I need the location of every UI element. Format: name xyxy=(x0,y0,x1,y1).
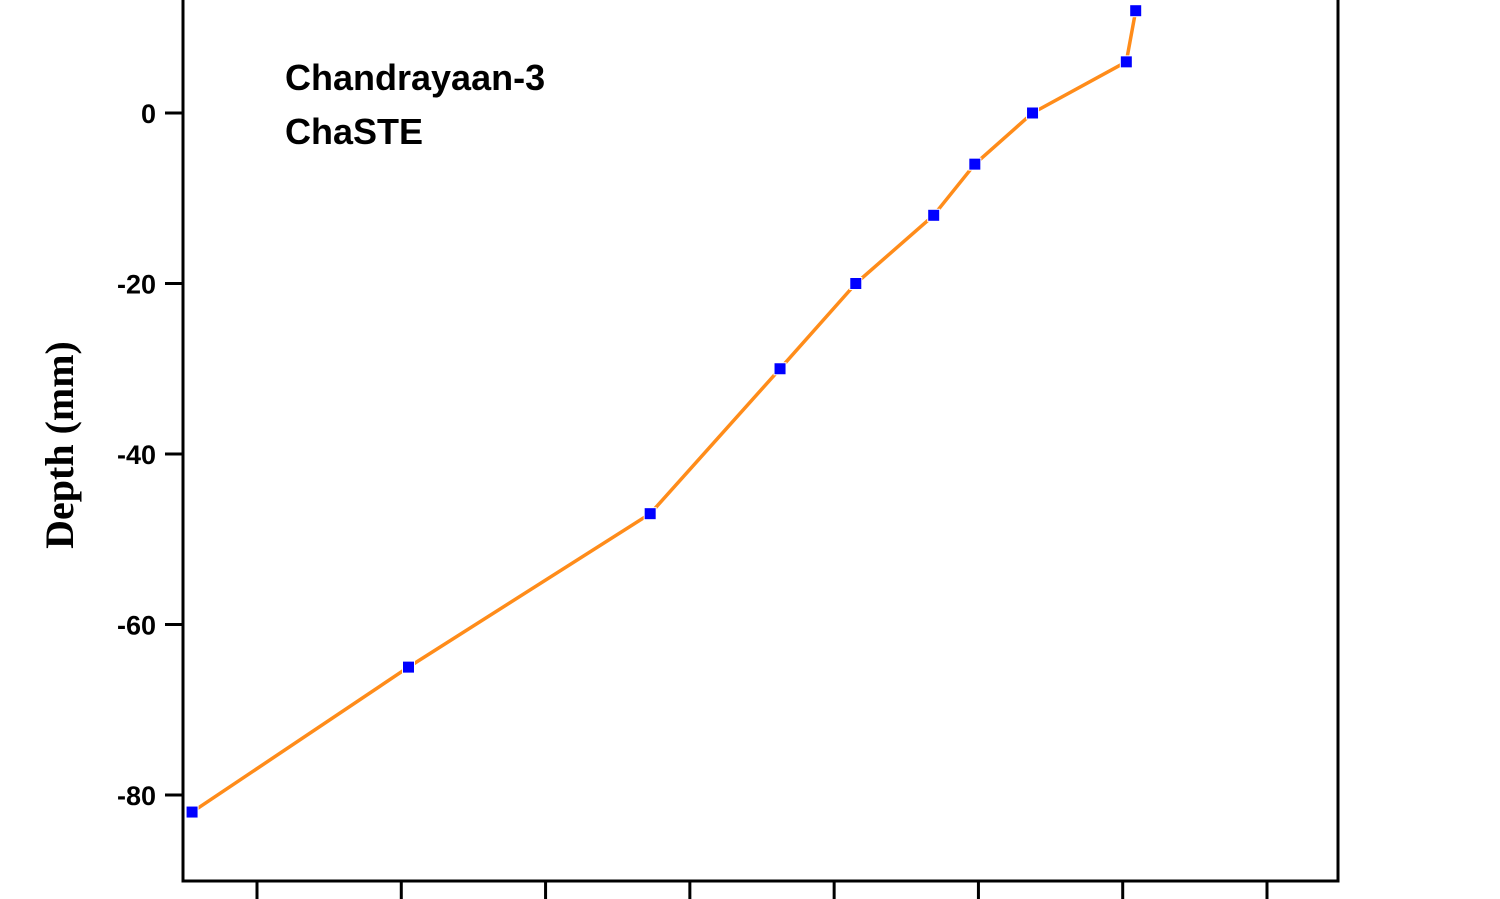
series-line-group xyxy=(191,10,1138,814)
data-point-marker xyxy=(1129,4,1143,18)
data-point-marker xyxy=(927,208,941,222)
y-axis-ticks: 0 -20 -40 -60 -80 xyxy=(117,99,183,811)
y-tick-label: -40 xyxy=(117,440,156,470)
data-point-marker xyxy=(643,507,657,521)
data-point-marker xyxy=(402,660,415,674)
x-axis-ticks xyxy=(255,881,1269,899)
annotation-instrument: ChaSTE xyxy=(285,111,423,152)
y-tick-label: 0 xyxy=(141,99,156,129)
data-point-marker xyxy=(185,805,199,819)
series-line xyxy=(191,10,1138,814)
data-point-marker xyxy=(1026,106,1040,120)
y-tick-label: -60 xyxy=(117,611,156,641)
data-point-marker xyxy=(773,362,787,376)
data-point-marker xyxy=(968,157,982,171)
y-axis-label: Depth (mm) xyxy=(37,341,82,549)
data-point-marker xyxy=(1119,55,1133,69)
axes xyxy=(181,0,1340,883)
annotation-mission: Chandrayaan-3 xyxy=(285,57,545,98)
y-tick-label: -80 xyxy=(117,781,156,811)
data-point-marker xyxy=(849,277,863,290)
series-markers-group xyxy=(185,4,1143,819)
y-tick-label: -20 xyxy=(117,270,156,300)
